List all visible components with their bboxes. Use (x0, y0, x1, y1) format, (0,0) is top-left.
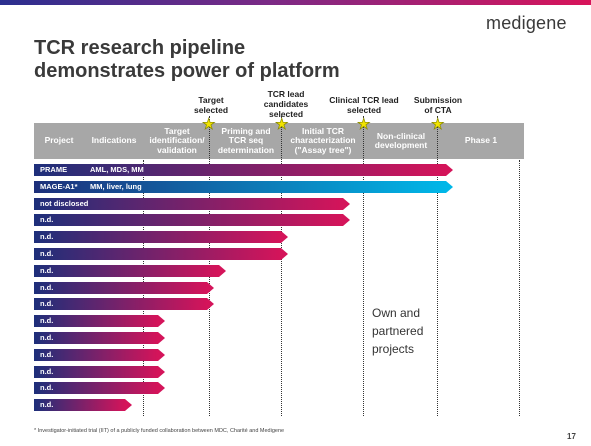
separator-line (437, 116, 438, 416)
star-icon: ★ (431, 116, 445, 133)
bar-arrow-tip (219, 265, 226, 277)
header-priming: Priming and TCR seq determination (217, 125, 275, 155)
pipeline-bar: n.d. (34, 231, 288, 243)
title-line-2: demonstrates power of platform (34, 60, 340, 82)
pipeline-bar: n.d. (34, 298, 214, 310)
bar-arrow-tip (343, 198, 350, 210)
footnote: * Investigator-initiated trial (IIT) of … (34, 428, 285, 434)
project-label: n.d. (40, 232, 54, 241)
medigene-logo: medigene (486, 13, 567, 33)
pipeline-bar: MAGE-A1* MM, liver, lung (34, 181, 453, 193)
bar-arrow-tip (158, 332, 165, 344)
separator-line (363, 116, 364, 416)
pipeline-bar: n.d. (34, 265, 226, 277)
header-indications: Indications (91, 135, 137, 146)
pipeline-bar: n.d. (34, 366, 165, 378)
bar-arrow-tip (343, 214, 350, 226)
separator-line (281, 116, 282, 416)
header-initial-tcr: Initial TCR characterization ("Assay tree"… (290, 125, 356, 155)
project-indication: AML, MDS, MM (90, 165, 144, 174)
bar-arrow-tip (446, 164, 453, 176)
title-line-1: TCR research pipeline (34, 37, 246, 59)
bar-arrow-tip (125, 399, 132, 411)
header-phase-1: Phase 1 (464, 135, 498, 146)
project-label: n.d. (40, 383, 54, 392)
star-icon: ★ (357, 116, 371, 133)
project-label: n.d. (40, 249, 54, 258)
own-partnered-note: Own and partnered projects (372, 306, 424, 356)
bar-arrow-tip (281, 231, 288, 243)
project-indication: MM, liver, lung (90, 182, 142, 191)
pipeline-bar: n.d. (34, 282, 214, 294)
project-label: MAGE-A1* (40, 182, 78, 191)
milestone-tcr-lead-candidates: TCR lead candidates selected (263, 89, 309, 119)
bar-arrow-tip (158, 315, 165, 327)
bar-arrow-tip (158, 366, 165, 378)
project-label: n.d. (40, 316, 54, 325)
header-target-identification: Target identification/validation (149, 125, 205, 155)
pipeline-bar: n.d. (34, 382, 165, 394)
page-number: 17 (567, 432, 576, 441)
pipeline-bar: n.d. (34, 332, 165, 344)
header-non-clinical: Non-clinical development (374, 130, 428, 150)
pipeline-bar: not disclosed (34, 198, 350, 210)
milestone-submission-cta: Submission of CTA (413, 95, 463, 115)
phase-header-bar (34, 123, 524, 159)
bar-arrow-tip (207, 282, 214, 294)
bar-arrow-tip (281, 248, 288, 260)
pipeline-bar: n.d. (34, 214, 350, 226)
star-icon: ★ (275, 116, 289, 133)
project-label: n.d. (40, 215, 54, 224)
pipeline-bar: n.d. (34, 315, 165, 327)
project-label: PRAME (40, 165, 68, 174)
project-label: n.d. (40, 283, 54, 292)
project-label: n.d. (40, 367, 54, 376)
milestone-clinical-tcr-lead: Clinical TCR lead selected (329, 95, 399, 115)
star-icon: ★ (202, 116, 216, 133)
milestone-target-selected: Target selected (193, 95, 229, 115)
project-label: n.d. (40, 350, 54, 359)
project-label: n.d. (40, 299, 54, 308)
pipeline-bar: n.d. (34, 248, 288, 260)
pipeline-bar: n.d. (34, 349, 165, 361)
pipeline-bar: n.d. (34, 399, 132, 411)
bar-arrow-tip (207, 298, 214, 310)
project-label: n.d. (40, 333, 54, 342)
pipeline-bar: PRAME AML, MDS, MM (34, 164, 453, 176)
separator-line (519, 160, 520, 416)
project-label: n.d. (40, 400, 54, 409)
top-accent-bar (0, 0, 591, 5)
project-label: n.d. (40, 266, 54, 275)
project-label: not disclosed (40, 199, 89, 208)
slide-title: TCR research pipeline demonstrates power… (34, 37, 340, 83)
bar-arrow-tip (158, 349, 165, 361)
bar-arrow-tip (446, 181, 453, 193)
header-project: Project (44, 135, 74, 146)
bar-arrow-tip (158, 382, 165, 394)
